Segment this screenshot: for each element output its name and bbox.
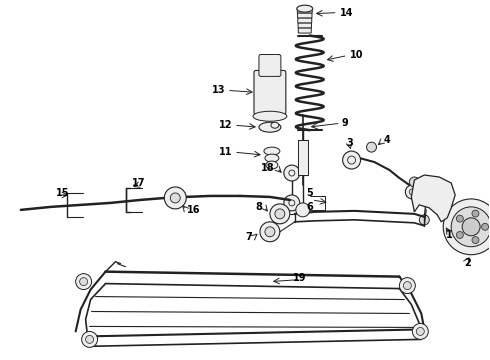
Text: 18: 18 bbox=[261, 163, 275, 173]
Circle shape bbox=[416, 328, 424, 336]
Text: 12: 12 bbox=[219, 120, 232, 130]
Circle shape bbox=[462, 218, 480, 236]
Circle shape bbox=[86, 336, 94, 343]
Text: 2: 2 bbox=[464, 258, 470, 268]
Text: 13: 13 bbox=[212, 85, 225, 95]
FancyBboxPatch shape bbox=[259, 54, 281, 76]
FancyBboxPatch shape bbox=[298, 28, 311, 33]
Circle shape bbox=[80, 278, 88, 285]
FancyBboxPatch shape bbox=[298, 23, 312, 28]
Ellipse shape bbox=[259, 122, 281, 132]
Ellipse shape bbox=[266, 161, 278, 169]
Circle shape bbox=[403, 282, 412, 289]
Circle shape bbox=[409, 177, 419, 187]
Circle shape bbox=[456, 215, 464, 222]
Circle shape bbox=[472, 210, 479, 217]
Text: 17: 17 bbox=[132, 178, 145, 188]
Circle shape bbox=[472, 237, 479, 244]
Ellipse shape bbox=[264, 147, 280, 155]
Ellipse shape bbox=[265, 154, 279, 162]
Circle shape bbox=[482, 223, 489, 230]
Circle shape bbox=[260, 222, 280, 242]
Circle shape bbox=[171, 193, 180, 203]
Text: 16: 16 bbox=[187, 205, 201, 215]
Circle shape bbox=[164, 187, 186, 209]
Text: 3: 3 bbox=[346, 138, 353, 148]
Circle shape bbox=[82, 332, 98, 347]
Text: 8: 8 bbox=[255, 202, 262, 212]
Ellipse shape bbox=[297, 5, 313, 12]
Text: 11: 11 bbox=[219, 147, 232, 157]
Circle shape bbox=[451, 207, 490, 247]
Circle shape bbox=[443, 199, 490, 255]
Circle shape bbox=[399, 278, 416, 293]
Circle shape bbox=[296, 203, 310, 217]
Ellipse shape bbox=[253, 111, 287, 121]
Circle shape bbox=[428, 190, 444, 206]
Circle shape bbox=[270, 204, 290, 224]
Circle shape bbox=[456, 231, 464, 239]
Circle shape bbox=[75, 274, 92, 289]
Circle shape bbox=[284, 195, 300, 211]
Circle shape bbox=[413, 323, 428, 339]
Circle shape bbox=[275, 209, 285, 219]
FancyBboxPatch shape bbox=[254, 71, 286, 114]
Circle shape bbox=[405, 185, 419, 199]
Ellipse shape bbox=[271, 122, 279, 128]
Text: 14: 14 bbox=[340, 8, 353, 18]
Text: 15: 15 bbox=[56, 188, 70, 198]
Circle shape bbox=[367, 142, 376, 152]
Text: 7: 7 bbox=[245, 232, 252, 242]
Text: 9: 9 bbox=[342, 118, 348, 128]
FancyBboxPatch shape bbox=[297, 8, 312, 13]
Text: 5: 5 bbox=[306, 188, 313, 198]
Bar bbox=[298, 140, 308, 175]
Text: 6: 6 bbox=[306, 202, 313, 212]
Text: 4: 4 bbox=[384, 135, 390, 145]
FancyBboxPatch shape bbox=[297, 13, 312, 18]
Circle shape bbox=[419, 215, 429, 225]
Text: 10: 10 bbox=[349, 50, 363, 60]
Text: 19: 19 bbox=[293, 273, 307, 283]
Circle shape bbox=[265, 227, 275, 237]
Polygon shape bbox=[412, 175, 455, 222]
FancyBboxPatch shape bbox=[298, 18, 312, 23]
Circle shape bbox=[284, 165, 300, 181]
Circle shape bbox=[343, 151, 361, 169]
Text: 1: 1 bbox=[446, 230, 453, 240]
